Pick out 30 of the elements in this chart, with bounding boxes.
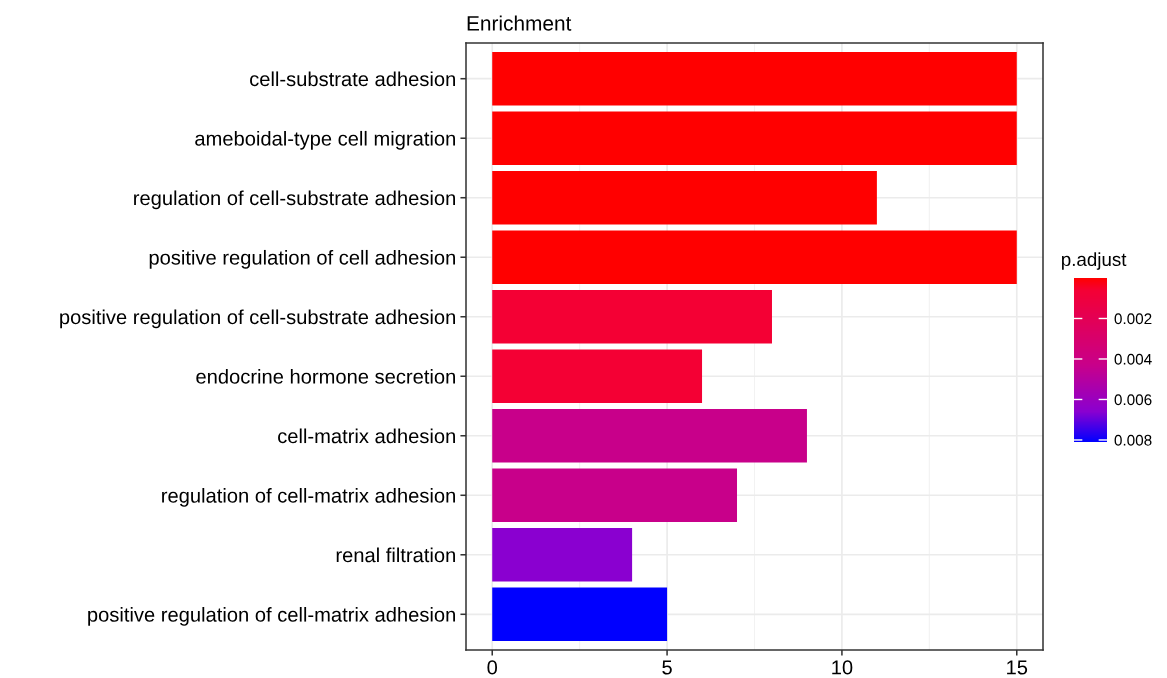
color-bar-label: 0.006	[1114, 394, 1152, 406]
bar	[492, 468, 738, 523]
color-bar-title: p.adjust	[1062, 252, 1127, 270]
bar	[492, 51, 1017, 106]
color-bar-label: 0.008	[1114, 434, 1152, 446]
bar	[492, 170, 877, 225]
chart-title: Enrichment	[467, 15, 572, 31]
bar	[492, 587, 668, 642]
y-tick-label: positive regulation of cell-matrix adhesion	[88, 607, 455, 626]
y-tick-label: renal filtration	[336, 547, 455, 563]
y-tick-label: endocrine hormone secretion	[196, 368, 455, 384]
bar	[492, 349, 703, 404]
y-tick-label: positive regulation of cell adhesion	[149, 249, 455, 269]
y-tick-label: ameboidal-type cell migration	[195, 130, 455, 150]
x-tick-label: 15	[1007, 660, 1028, 675]
bar	[492, 528, 633, 582]
y-tick-label: positive regulation of cell-substrate adhesion	[60, 309, 455, 329]
bar	[492, 289, 772, 344]
bar	[492, 408, 807, 463]
y-tick-label: cell-substrate adhesion	[250, 71, 455, 87]
color-bar-label: 0.004	[1114, 353, 1152, 365]
y-tick-label: cell-matrix adhesion	[278, 428, 455, 444]
x-tick-label: 10	[832, 660, 853, 675]
x-tick-label: 0	[487, 660, 498, 675]
bar	[492, 111, 1017, 165]
y-tick-label: regulation of cell-matrix adhesion	[162, 487, 455, 507]
color-bar-label: 0.002	[1114, 313, 1152, 325]
x-tick-label: 5	[662, 660, 672, 675]
y-tick-label: regulation of cell-substrate adhesion	[134, 190, 455, 210]
bar	[492, 230, 1017, 285]
